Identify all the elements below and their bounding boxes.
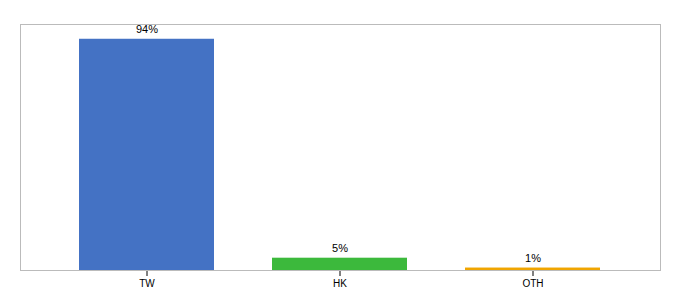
- svg-text:1%: 1%: [525, 252, 541, 264]
- svg-text:OTH: OTH: [522, 278, 543, 289]
- svg-text:TW: TW: [139, 278, 155, 289]
- svg-text:94%: 94%: [136, 23, 158, 35]
- svg-text:HK: HK: [333, 278, 347, 289]
- svg-text:5%: 5%: [332, 242, 348, 254]
